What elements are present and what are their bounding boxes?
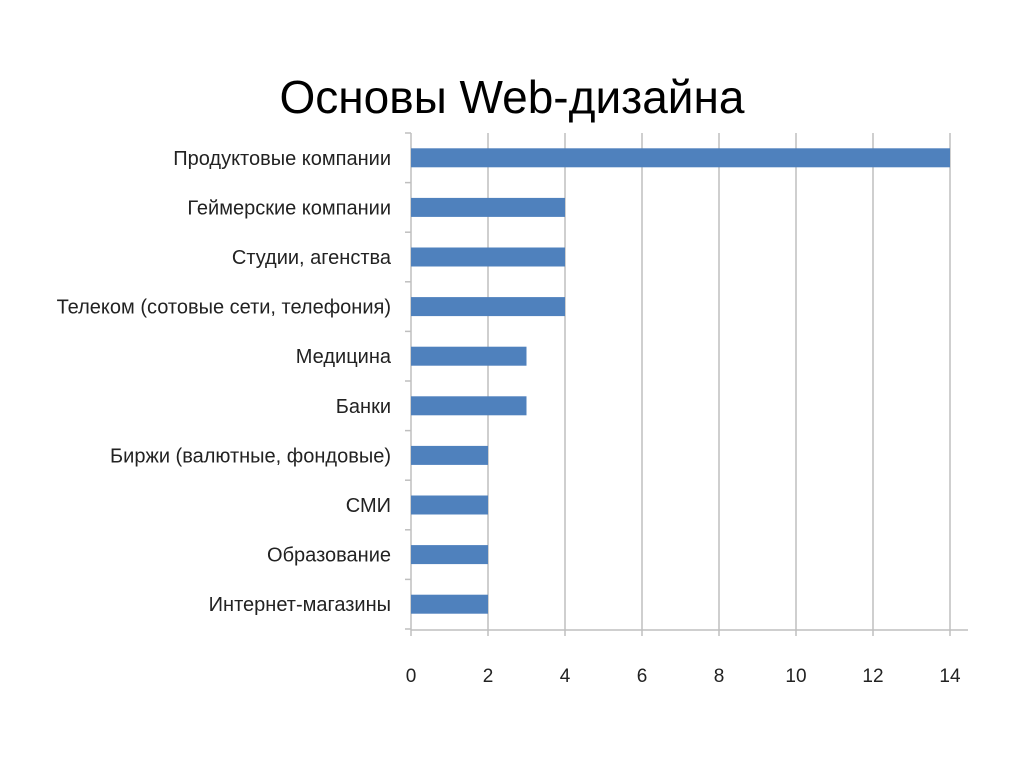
category-label: Студии, агенства (232, 247, 392, 269)
category-label: Интернет-магазины (209, 594, 391, 616)
category-labels: Продуктовые компании Геймерские компании С… (57, 148, 392, 616)
category-label: Продуктовые компании (173, 148, 391, 170)
category-label: СМИ (346, 495, 391, 517)
x-tick-label: 8 (714, 666, 725, 687)
bar (411, 297, 565, 317)
x-tick-label: 10 (785, 666, 806, 687)
x-tick-label: 14 (939, 666, 961, 687)
category-label: Образование (267, 545, 391, 567)
slide-title: Основы Web-дизайна (279, 71, 745, 123)
category-label: Биржи (валютные, фондовые) (110, 445, 391, 467)
bar (411, 495, 488, 515)
bar (411, 247, 565, 267)
x-tick-label: 6 (637, 666, 648, 687)
category-label: Банки (336, 396, 391, 418)
x-tick-label: 0 (406, 666, 417, 687)
x-tick-label: 12 (862, 666, 883, 687)
bar (411, 148, 950, 168)
category-label: Медицина (296, 346, 392, 368)
bar (411, 396, 527, 416)
bar (411, 445, 488, 465)
bar (411, 545, 488, 565)
bars (411, 148, 950, 614)
category-label: Телеком (сотовые сети, телефония) (57, 297, 391, 319)
bar (411, 346, 527, 366)
bar (411, 197, 565, 217)
bar (411, 594, 488, 614)
x-tick-labels: 0 2 4 6 8 10 12 14 (406, 666, 961, 687)
category-label: Геймерские компании (187, 197, 391, 219)
x-tick-label: 2 (483, 666, 494, 687)
x-tick-label: 4 (560, 666, 571, 687)
